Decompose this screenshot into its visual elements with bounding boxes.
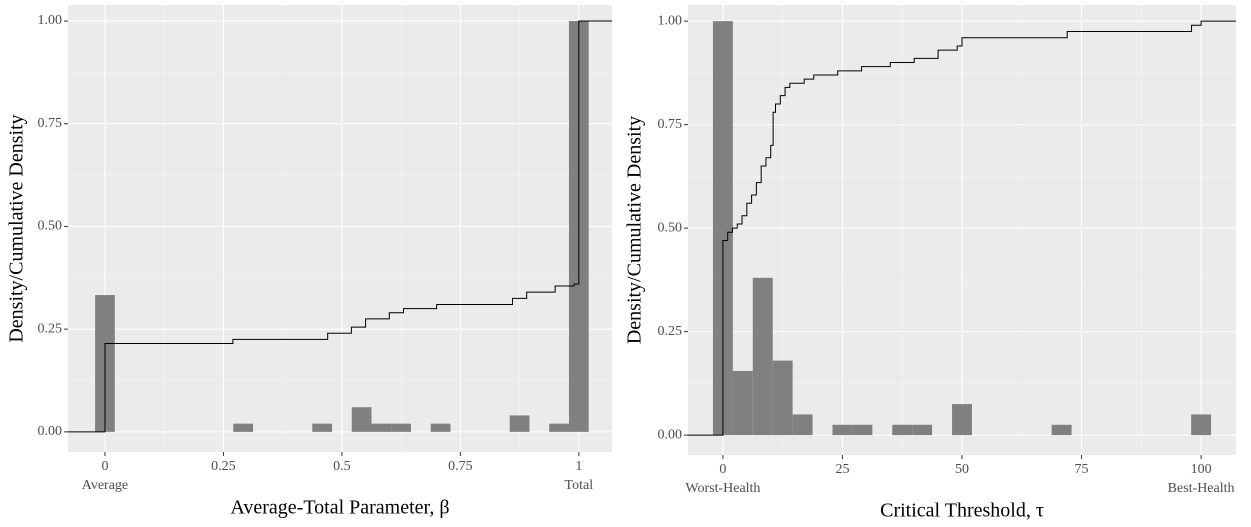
y-tick-label: 0.25	[38, 321, 63, 336]
bar	[852, 424, 873, 436]
ecdf-line	[68, 20, 612, 433]
x-tick-label: 0.25	[211, 459, 236, 474]
bar	[549, 423, 569, 432]
bar	[351, 407, 372, 432]
bar	[912, 424, 933, 436]
bar	[391, 423, 411, 432]
y-tick-label: 0.75	[658, 117, 683, 132]
y-axis-title: Density/Cumulative Density	[624, 116, 646, 344]
x-tick-label: 75	[1075, 462, 1089, 477]
bar	[509, 415, 530, 432]
bar	[1051, 424, 1072, 436]
x-tick-label: 100	[1191, 462, 1212, 477]
ecdf-line	[688, 20, 1236, 436]
annotation: Worst-Health	[685, 481, 760, 496]
annotation: Average	[82, 478, 128, 493]
x-axis-title: Average-Total Parameter, β	[230, 497, 449, 519]
y-tick-label: 1.00	[38, 13, 63, 28]
x-tick-label: 0	[719, 462, 726, 477]
x-tick-label: 25	[835, 462, 849, 477]
x-tick-label: 50	[955, 462, 969, 477]
x-tick-label: 0.75	[448, 459, 473, 474]
x-tick-label: 1	[575, 459, 582, 474]
annotation: Best-Health	[1168, 481, 1235, 496]
y-tick-label: 1.00	[658, 13, 683, 28]
bar	[732, 370, 753, 436]
y-tick-label: 0.00	[38, 424, 63, 439]
bar	[712, 21, 733, 436]
x-axis-title: Critical Threshold, τ	[880, 500, 1044, 522]
bar	[430, 423, 451, 432]
x-tick-label: 0	[101, 459, 108, 474]
x-tick-label: 0.5	[333, 459, 351, 474]
bar	[1191, 414, 1212, 436]
bar	[312, 423, 333, 432]
bar	[752, 277, 773, 436]
bar	[371, 423, 392, 432]
y-tick-label: 0.00	[658, 427, 683, 442]
y-tick-label: 0.75	[38, 116, 63, 131]
bar	[792, 414, 813, 436]
bar	[892, 424, 913, 436]
y-axis-title: Density/Cumulative Density	[6, 114, 28, 342]
y-tick-label: 0.50	[38, 219, 63, 234]
bar	[952, 404, 972, 436]
panel	[68, 5, 612, 452]
annotation: Total	[565, 478, 594, 493]
bar	[832, 424, 853, 436]
y-tick-label: 0.50	[658, 220, 683, 235]
bar	[233, 423, 254, 432]
bar	[772, 360, 793, 436]
y-tick-label: 0.25	[658, 324, 683, 339]
